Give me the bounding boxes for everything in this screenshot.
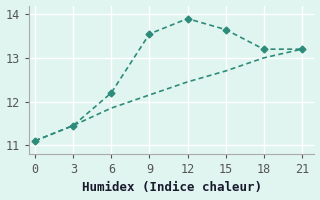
X-axis label: Humidex (Indice chaleur): Humidex (Indice chaleur): [82, 181, 262, 194]
